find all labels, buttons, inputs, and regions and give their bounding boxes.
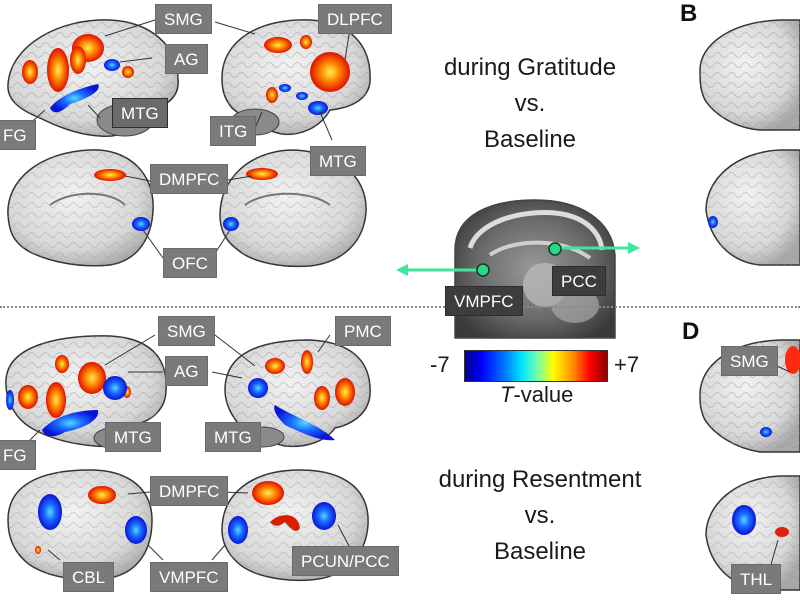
resentment-heading-line2: vs.: [524, 502, 556, 529]
gratitude-heading-line1: during Gratitude: [443, 54, 617, 81]
colorbar-title: T-value: [500, 382, 573, 408]
label-a-smg: SMG: [155, 4, 212, 34]
gratitude-heading-line3: Baseline: [483, 126, 577, 153]
brain-c-lateral-right: [224, 339, 371, 448]
label-a-mtg-left: MTG: [112, 98, 168, 128]
resentment-heading-line1: during Resentment: [438, 466, 642, 493]
gratitude-heading-line2: vs.: [514, 90, 546, 117]
label-center-vmpfc: VMPFC: [445, 286, 523, 316]
vmpfc-seed-marker: [476, 263, 490, 277]
colorbar-title-italic: T: [500, 382, 514, 407]
label-c-mtg-right: MTG: [205, 422, 261, 452]
resentment-heading-line3: Baseline: [493, 538, 587, 565]
label-d-thl: THL: [731, 564, 782, 594]
label-c-ifg: FG: [0, 440, 36, 470]
label-a-ag: AG: [165, 44, 208, 74]
colorbar-min-label: -7: [430, 352, 450, 377]
label-c-pcun-pcc: PCUN/PCC: [292, 546, 399, 576]
label-a-ifg: FG: [0, 120, 36, 150]
label-a-dlpfc: DLPFC: [318, 4, 392, 34]
label-a-mtg-right: MTG: [310, 146, 366, 176]
colorbar-max-label: +7: [614, 352, 640, 377]
label-c-dmpfc: DMPFC: [150, 476, 229, 506]
label-a-dmpfc: DMPFC: [150, 164, 229, 194]
label-leader-lines-a: [24, 19, 351, 259]
label-leader-lines-c: [29, 334, 351, 561]
resentment-heading: during Resentment vs. Baseline: [410, 462, 670, 570]
label-d-smg: SMG: [721, 346, 778, 376]
brain-a-medial-right: [219, 149, 367, 268]
gratitude-heading: during Gratitude vs. Baseline: [410, 50, 650, 158]
label-c-pmc: PMC: [335, 316, 391, 346]
label-c-cbl: CBL: [63, 562, 115, 592]
label-c-vmpfc: VMPFC: [150, 562, 228, 592]
colorbar-title-rest: -value: [513, 382, 574, 407]
brain-c-medial-right: [221, 469, 369, 582]
label-a-ofc: OFC: [163, 248, 217, 278]
label-c-ag: AG: [165, 356, 208, 386]
panel-letter-b: B: [680, 0, 698, 27]
brain-c-medial-left: [7, 469, 153, 581]
label-c-smg: SMG: [158, 316, 215, 346]
brain-d-medial: [705, 475, 800, 591]
brain-b-medial: [705, 149, 800, 266]
panel-letter-d: D: [682, 318, 700, 345]
label-c-mtg-left: MTG: [105, 422, 161, 452]
seed-arrows: [396, 242, 640, 277]
pcc-seed-marker: [548, 242, 562, 256]
colorbar-gradient: [464, 350, 608, 382]
brain-a-medial-left: [7, 149, 154, 267]
panel-divider: [0, 306, 800, 308]
label-a-itg: ITG: [210, 116, 257, 146]
label-center-pcc: PCC: [552, 266, 606, 296]
arrow-right-icon: [628, 242, 640, 254]
arrow-left-icon: [396, 264, 408, 276]
brain-c-lateral-left: [5, 335, 167, 450]
brain-b-lateral: [699, 19, 800, 131]
